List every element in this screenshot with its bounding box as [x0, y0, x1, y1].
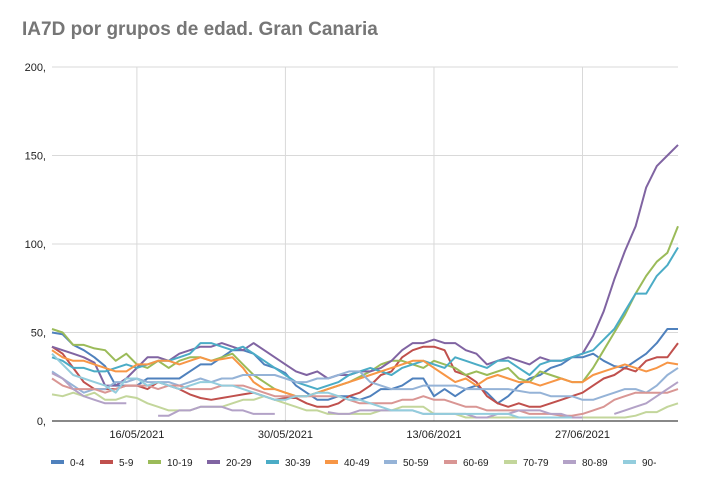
chart-title: IA7D por grupos de edad. Gran Canaria — [22, 19, 378, 40]
legend-label: 40-49 — [344, 458, 370, 469]
legend-label: 30-39 — [285, 458, 311, 469]
legend-label: 50-59 — [403, 458, 429, 469]
legend-swatch-20-29 — [207, 460, 220, 464]
series-line-20-29 — [51, 144, 679, 387]
legend-label: 90- — [642, 458, 656, 469]
y-tick-label: 100, — [25, 239, 46, 251]
legend-swatch-50-59 — [384, 460, 397, 464]
series-line-80-89 — [51, 372, 679, 419]
legend-label: 10-19 — [167, 458, 193, 469]
legend-swatch-40-49 — [325, 460, 338, 464]
x-tick-label: 27/06/2021 — [555, 429, 610, 441]
y-tick-label: 150, — [25, 151, 46, 163]
series-line-90- — [51, 352, 572, 419]
legend-swatch-10-19 — [148, 460, 161, 464]
legend-label: 70-79 — [523, 458, 549, 469]
legend-label: 60-69 — [463, 458, 489, 469]
legend-label: 0-4 — [70, 458, 85, 469]
y-tick-label: 50, — [31, 328, 46, 340]
legend-swatch-80-89 — [563, 460, 576, 464]
legend-swatch-60-69 — [444, 460, 457, 464]
legend-label: 80-89 — [582, 458, 608, 469]
y-tick-label: 0, — [37, 416, 46, 428]
legend-swatch-5-9 — [100, 460, 113, 464]
x-tick-label: 16/05/2021 — [109, 429, 164, 441]
legend-swatch-90- — [623, 460, 636, 464]
legend-label: 20-29 — [226, 458, 252, 469]
legend-swatch-30-39 — [266, 460, 279, 464]
legend-swatch-0-4 — [51, 460, 64, 464]
series-line-60-69 — [51, 377, 679, 417]
legend-swatch-70-79 — [504, 460, 517, 464]
legend-label: 5-9 — [119, 458, 134, 469]
x-tick-label: 13/06/2021 — [406, 429, 461, 441]
x-tick-label: 30/05/2021 — [258, 429, 313, 441]
y-tick-label: 200, — [25, 62, 46, 74]
